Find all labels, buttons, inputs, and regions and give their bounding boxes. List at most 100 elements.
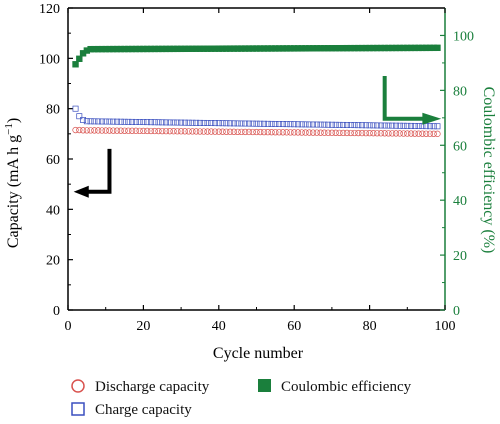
ce-point bbox=[83, 47, 91, 54]
charge-point bbox=[114, 118, 120, 125]
y-axis-left-label: Capacity (mA h g−1) bbox=[3, 118, 22, 248]
ce-point bbox=[166, 45, 173, 53]
charge-point bbox=[197, 119, 203, 126]
discharge-point bbox=[358, 129, 366, 137]
x-tick-label: 80 bbox=[363, 319, 377, 334]
charge-point bbox=[276, 121, 283, 127]
charge-point bbox=[106, 118, 113, 125]
ce-point bbox=[328, 45, 336, 52]
discharge-point bbox=[279, 129, 287, 136]
ce-point bbox=[87, 45, 94, 53]
ce-point bbox=[422, 44, 430, 52]
ce-point bbox=[332, 45, 339, 52]
x-tick-label: 40 bbox=[212, 319, 226, 334]
ce-point bbox=[151, 45, 158, 53]
discharge-point bbox=[396, 130, 403, 137]
discharge-point bbox=[230, 128, 238, 135]
charge-point bbox=[129, 118, 136, 125]
charge-point bbox=[246, 120, 252, 127]
discharge-point bbox=[377, 130, 385, 137]
charge-point bbox=[132, 119, 139, 125]
charge-point bbox=[287, 121, 294, 128]
discharge-point bbox=[366, 130, 373, 137]
ce-point bbox=[72, 61, 79, 68]
discharge-point bbox=[434, 130, 441, 137]
ce-point bbox=[226, 45, 234, 52]
discharge-point bbox=[370, 130, 377, 137]
ce-point bbox=[306, 45, 313, 52]
discharge-point bbox=[200, 128, 207, 135]
discharge-point bbox=[144, 127, 151, 135]
ce-point bbox=[275, 45, 283, 52]
ce-point bbox=[208, 45, 215, 52]
charge-point bbox=[381, 122, 388, 129]
charge-point bbox=[313, 121, 320, 128]
charge-point bbox=[223, 120, 230, 127]
discharge-point bbox=[155, 127, 162, 135]
legend-discharge-label: Discharge capacity bbox=[95, 379, 210, 395]
charge-point bbox=[185, 119, 192, 126]
charge-point bbox=[298, 121, 305, 128]
ce-point bbox=[128, 45, 136, 53]
ce-point bbox=[189, 45, 196, 52]
discharge-point bbox=[121, 127, 128, 134]
charge-point bbox=[83, 118, 90, 125]
discharge-point bbox=[147, 127, 155, 135]
ce-point bbox=[370, 44, 377, 52]
discharge-point bbox=[340, 129, 347, 137]
x-axis-label: Cycle number bbox=[213, 345, 304, 362]
ce-point bbox=[264, 45, 272, 52]
discharge-point bbox=[72, 126, 79, 134]
charge-point bbox=[385, 122, 392, 129]
ce-point bbox=[343, 44, 351, 52]
charge-point bbox=[125, 118, 132, 125]
ce-point bbox=[324, 45, 332, 52]
discharge-point bbox=[83, 127, 90, 134]
charge-point bbox=[121, 118, 128, 125]
ce-point bbox=[110, 45, 117, 53]
charge-point bbox=[110, 118, 117, 125]
discharge-point bbox=[343, 129, 351, 137]
discharge-point bbox=[219, 128, 226, 135]
charge-point bbox=[404, 122, 411, 129]
discharge-point bbox=[106, 127, 113, 134]
charge-point bbox=[242, 120, 249, 127]
discharge-point bbox=[208, 128, 215, 135]
charge-point bbox=[261, 120, 267, 127]
ce-point bbox=[291, 45, 298, 52]
ce-point bbox=[159, 45, 166, 53]
legend-charge-marker bbox=[71, 402, 85, 416]
ce-point bbox=[143, 45, 151, 53]
charge-point bbox=[268, 120, 275, 127]
charge-point bbox=[155, 119, 162, 126]
ce-point bbox=[385, 44, 392, 52]
charge-point bbox=[151, 119, 158, 126]
ce-point bbox=[392, 44, 400, 52]
ce-point bbox=[117, 45, 124, 53]
discharge-point bbox=[298, 129, 305, 136]
charge-point bbox=[215, 120, 222, 127]
discharge-point bbox=[381, 130, 388, 137]
ce-point bbox=[102, 45, 109, 53]
charge-point bbox=[336, 121, 343, 128]
ce-point bbox=[415, 44, 422, 52]
ce-point bbox=[106, 45, 113, 53]
charge-point bbox=[257, 120, 264, 127]
discharge-point bbox=[260, 128, 268, 136]
discharge-point bbox=[355, 129, 362, 137]
discharge-point bbox=[102, 127, 109, 134]
discharge-point bbox=[242, 128, 249, 136]
y-left-tick-label: 80 bbox=[46, 103, 60, 118]
charge-point bbox=[332, 121, 339, 128]
discharge-point bbox=[189, 128, 196, 135]
discharge-point bbox=[306, 129, 313, 136]
discharge-point bbox=[223, 128, 230, 135]
discharge-point bbox=[294, 129, 302, 136]
ce-point bbox=[283, 45, 290, 52]
discharge-point bbox=[193, 128, 200, 135]
ce-point bbox=[396, 44, 403, 52]
charge-point bbox=[302, 121, 309, 128]
ce-point bbox=[309, 45, 317, 52]
charge-point bbox=[430, 123, 437, 130]
discharge-point bbox=[91, 127, 98, 134]
